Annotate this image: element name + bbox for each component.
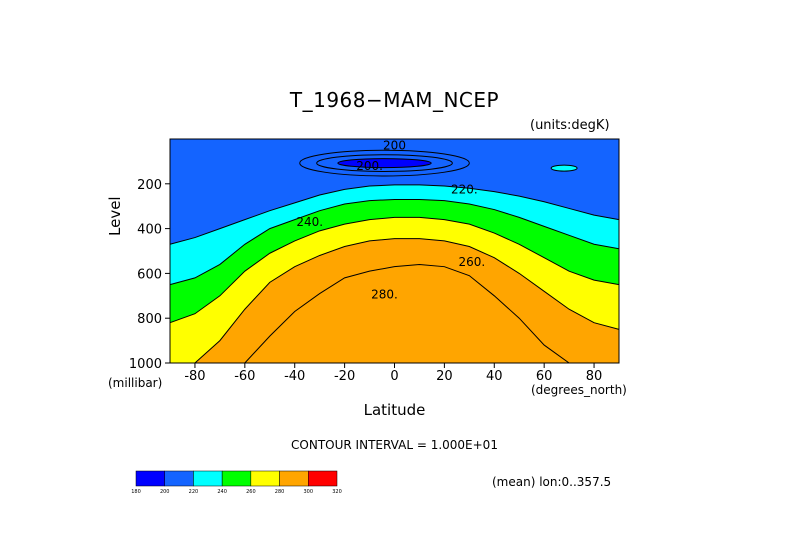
x-tick-label: 0 — [390, 369, 398, 384]
isoline-3 — [169, 216, 620, 324]
y-tick-label: 200 — [137, 178, 162, 193]
colorbar-swatch — [164, 470, 194, 487]
x-tick-label: 80 — [586, 369, 603, 384]
x-tick-label: 40 — [486, 369, 503, 384]
isoline-4 — [170, 238, 620, 364]
units-label: (units:degK) — [530, 118, 610, 133]
cold-patch-60n — [550, 164, 578, 172]
colorbar-swatch — [279, 470, 309, 487]
colorbar-swatch — [193, 470, 223, 487]
colorbar-swatch — [135, 470, 165, 487]
contour-label: 200 — [383, 139, 406, 153]
x-tick-label: -60 — [234, 369, 255, 384]
colorbar-label: 240 — [217, 489, 227, 495]
chart-title: T_1968−MAM_NCEP — [289, 88, 500, 112]
y-tick-label: 800 — [137, 312, 162, 327]
y-tick-label: 600 — [137, 267, 162, 282]
colorbar-label: 280 — [275, 489, 285, 495]
colorbar-swatch — [308, 470, 338, 487]
contour-label: 240. — [296, 215, 323, 229]
colorbar-label: 180 — [131, 489, 141, 495]
contour-interval-label: CONTOUR INTERVAL = 1.000E+01 — [291, 438, 498, 452]
y-tick-label: 400 — [137, 223, 162, 238]
band-280-300-core — [170, 264, 619, 363]
contour-label: 200. — [356, 159, 383, 173]
colorbar-label: 260 — [246, 489, 256, 495]
colorbar-label: 320 — [332, 489, 342, 495]
isoline-2 — [169, 198, 620, 286]
x-tick-label: -40 — [284, 369, 305, 384]
colorbar-label: 200 — [160, 489, 170, 495]
colorbar-swatch — [221, 470, 252, 487]
colorbar-label: 220 — [189, 489, 199, 495]
contour-label: 260. — [458, 255, 485, 269]
contour-label: 280. — [371, 288, 398, 302]
y-axis-label: Level — [106, 196, 124, 236]
x-tick-label: 60 — [536, 369, 553, 384]
cold-core-outer — [299, 149, 470, 177]
x-tick-label: -20 — [334, 369, 355, 384]
x-tick-label: 20 — [436, 369, 453, 384]
x-unit-label: (degrees_north) — [531, 383, 627, 397]
isoline-1 — [169, 184, 620, 245]
x-tick-label: -80 — [184, 369, 205, 384]
y-tick-label: 1000 — [129, 357, 162, 372]
colorbar-swatch — [250, 470, 280, 487]
x-axis-label: Latitude — [363, 401, 426, 419]
contour-label: 220. — [451, 182, 478, 196]
cold-core-mid — [316, 154, 453, 172]
mean-label: (mean) lon:0..357.5 — [492, 475, 612, 489]
y-unit-label: (millibar) — [108, 376, 163, 390]
cold-core-inner — [337, 158, 432, 169]
colorbar-label: 300 — [304, 489, 314, 495]
